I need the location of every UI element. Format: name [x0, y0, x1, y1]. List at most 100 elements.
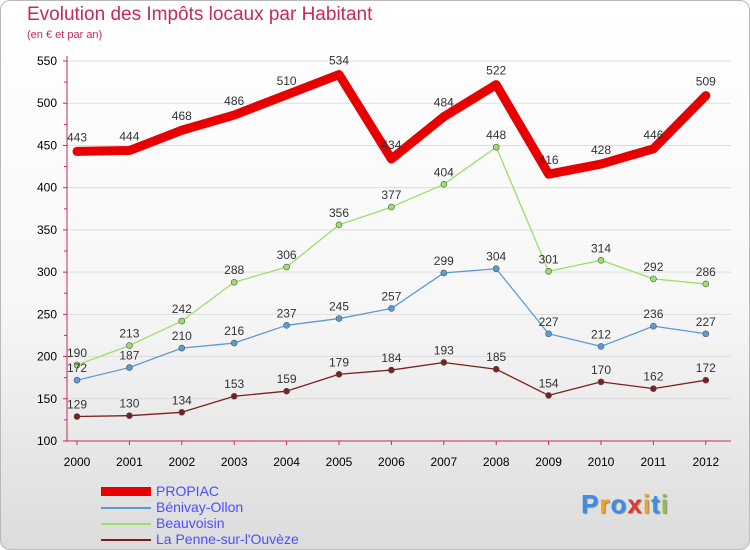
data-label: 299 — [434, 254, 454, 268]
x-tick-label: 2007 — [430, 455, 457, 469]
data-point — [230, 392, 238, 400]
y-tick-label: 150 — [37, 392, 57, 406]
x-tick-label: 2011 — [640, 455, 666, 469]
data-point — [650, 322, 657, 330]
data-point — [178, 344, 186, 352]
data-label: 434 — [381, 138, 401, 152]
data-point — [702, 280, 710, 288]
data-label: 236 — [643, 307, 663, 321]
x-tick-label: 2005 — [326, 455, 353, 469]
y-tick-label: 100 — [37, 434, 57, 448]
y-tick-label: 500 — [37, 96, 57, 110]
x-tick-label: 2010 — [588, 455, 615, 469]
data-label: 187 — [119, 349, 139, 363]
data-point — [126, 412, 133, 419]
data-label: 129 — [67, 398, 87, 412]
data-label: 522 — [486, 64, 506, 78]
x-tick-label: 2003 — [221, 455, 248, 469]
x-tick-label: 2006 — [378, 455, 405, 469]
data-point — [597, 378, 605, 386]
data-point — [650, 275, 657, 283]
data-label: 443 — [67, 130, 87, 144]
data-label: 356 — [329, 206, 349, 220]
x-tick-label: 2012 — [692, 455, 719, 469]
y-tick-label: 400 — [37, 181, 57, 195]
axes: 100 150 200 250 300 350 400 450 500 550 2000 2001 20… — [37, 54, 731, 469]
data-label: 193 — [434, 343, 454, 357]
data-point — [73, 361, 81, 369]
legend-swatch-la-penne — [101, 539, 151, 541]
data-label: 428 — [591, 143, 611, 157]
data-point — [492, 265, 500, 273]
logo-letter: o — [610, 489, 628, 519]
data-label: 509 — [696, 75, 716, 89]
data-label: 190 — [67, 346, 87, 360]
x-tick-label: 2004 — [273, 455, 300, 469]
data-label: 486 — [224, 94, 244, 108]
data-point — [178, 317, 186, 325]
data-label: 216 — [224, 324, 244, 338]
series-line-propiac — [72, 70, 711, 179]
data-point — [335, 370, 343, 378]
data-label: 212 — [591, 327, 611, 341]
x-tick-label: 2009 — [535, 455, 562, 469]
data-label: 162 — [643, 370, 663, 384]
data-point — [492, 365, 500, 373]
data-point — [440, 269, 448, 277]
data-label: 179 — [329, 355, 349, 369]
legend-label-la-penne: La Penne-sur-l'Ouvèze — [156, 531, 299, 547]
data-label: 242 — [172, 302, 192, 316]
data-point — [283, 263, 290, 271]
logo-letter: t — [651, 489, 661, 519]
data-label: 159 — [277, 372, 297, 386]
logo-letter: x — [627, 489, 643, 519]
y-tick-label: 300 — [37, 265, 57, 279]
data-point — [335, 315, 343, 322]
data-label: 172 — [696, 361, 716, 375]
data-label: 227 — [539, 315, 559, 329]
data-label: 134 — [172, 393, 192, 407]
data-point — [230, 278, 238, 286]
legend-swatch-propiac — [101, 487, 151, 496]
data-point — [597, 343, 605, 350]
data-label: 257 — [381, 289, 401, 303]
legend-swatch-benivay-ollon — [101, 507, 151, 509]
legend-label-propiac: PROPIAC — [156, 483, 220, 499]
data-point — [335, 221, 343, 229]
series-lines — [72, 70, 711, 420]
data-point — [702, 330, 710, 338]
data-point — [388, 305, 395, 312]
data-point — [545, 330, 552, 338]
x-tick-label: 2002 — [168, 455, 195, 469]
y-tick-label: 550 — [37, 54, 57, 68]
data-point — [73, 376, 81, 384]
data-point — [545, 267, 552, 275]
data-label: 446 — [643, 128, 663, 142]
data-label: 184 — [381, 351, 401, 365]
data-label: 170 — [591, 363, 611, 377]
data-point — [283, 387, 290, 395]
data-label: 484 — [434, 96, 454, 110]
data-point — [388, 203, 395, 211]
data-point — [388, 366, 395, 374]
chart-subtitle: (en € et par an) — [27, 29, 103, 41]
data-point — [440, 180, 448, 188]
data-labels: 443 444 468 486 510 534 434 484 522 416 428 446 509 1… — [67, 54, 716, 412]
data-label: 444 — [119, 130, 139, 144]
data-point — [126, 364, 133, 371]
data-label: 416 — [539, 153, 559, 167]
y-tick-label: 450 — [37, 138, 57, 152]
logo-letter: i — [660, 489, 669, 519]
data-point — [283, 322, 290, 329]
data-label: 153 — [224, 377, 244, 391]
data-point — [702, 376, 710, 384]
logo-letter: r — [599, 489, 611, 519]
data-label: 448 — [486, 128, 506, 142]
data-label: 227 — [696, 315, 716, 329]
x-tick-label: 2000 — [64, 455, 91, 469]
data-point — [126, 342, 133, 349]
data-point — [178, 408, 186, 416]
data-label: 237 — [277, 306, 297, 320]
